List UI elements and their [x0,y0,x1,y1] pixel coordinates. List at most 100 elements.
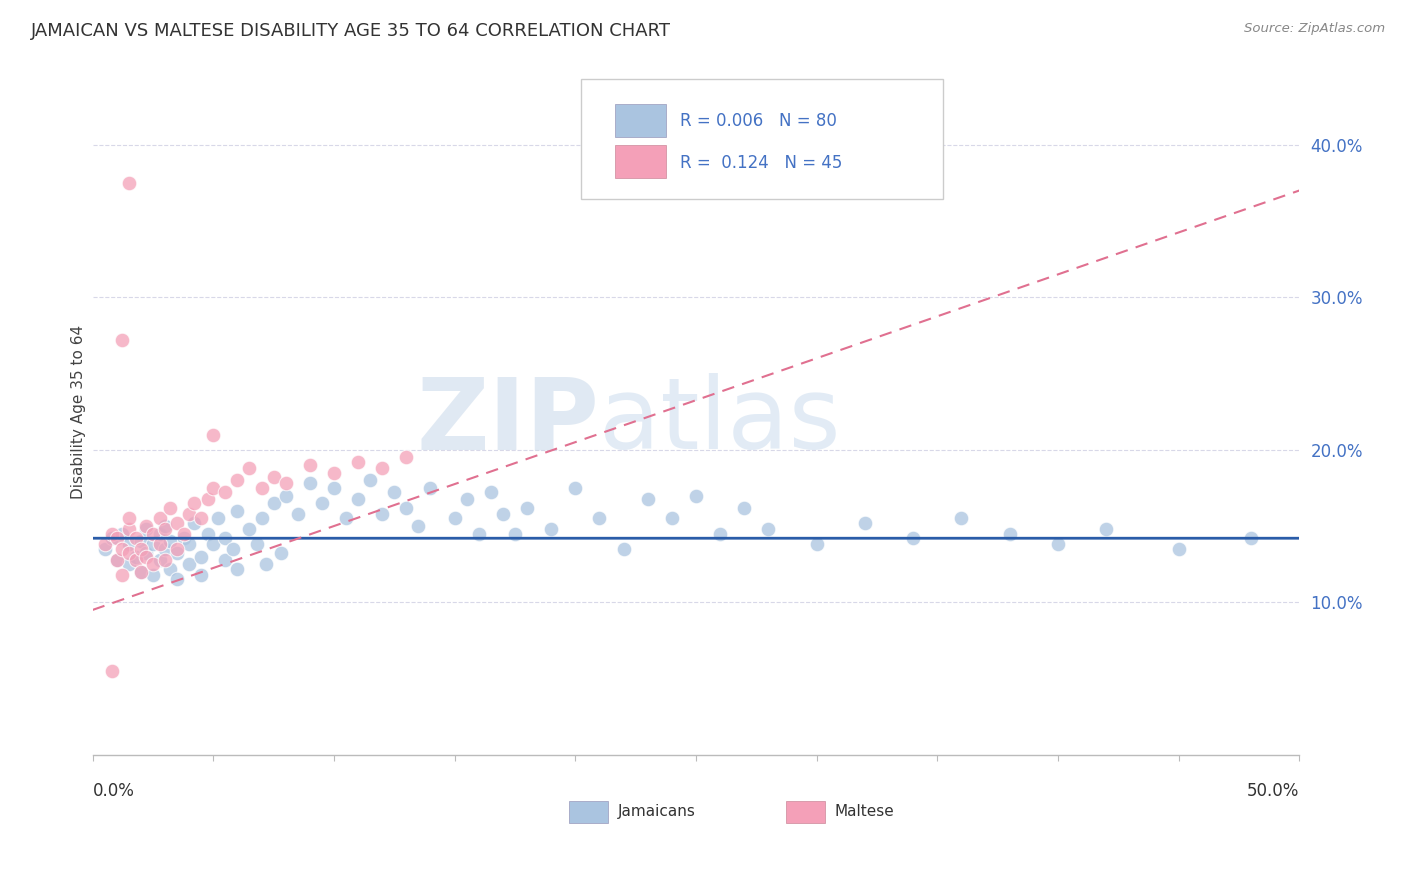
Point [274,476,297,491]
Point [709,526,731,541]
Point [183,496,205,510]
Point [685,489,707,503]
Point [661,511,683,525]
Point [298,458,321,472]
Point [238,461,260,475]
Point [105,552,128,566]
Point [101,526,124,541]
Point [153,552,176,566]
Point [371,507,394,521]
Point [479,485,502,500]
Text: 50.0%: 50.0% [1247,782,1299,800]
Point [468,526,491,541]
Text: Jamaicans: Jamaicans [617,805,696,819]
Point [263,470,285,484]
Point [153,519,176,533]
Point [323,481,346,495]
Point [347,455,370,469]
Point [202,427,225,442]
Point [118,537,141,551]
Point [612,541,634,556]
Text: JAMAICAN VS MALTESE DISABILITY AGE 35 TO 64 CORRELATION CHART: JAMAICAN VS MALTESE DISABILITY AGE 35 TO… [31,22,671,40]
Point [129,565,152,579]
Point [142,526,165,541]
Point [1046,537,1069,551]
Point [105,531,128,545]
Text: Maltese: Maltese [835,805,894,819]
Point [226,562,249,576]
Point [93,537,115,551]
Point [166,547,188,561]
Point [1095,522,1118,536]
Point [733,500,755,515]
Text: atlas: atlas [599,374,841,470]
Point [101,531,124,545]
Point [588,511,610,525]
Point [950,511,973,525]
Point [395,450,418,465]
Point [105,552,128,566]
Point [129,534,152,549]
Point [456,491,478,506]
Point [335,511,357,525]
Point [202,537,225,551]
Point [214,552,236,566]
Point [153,541,176,556]
Point [135,522,157,536]
Point [246,537,269,551]
Bar [569,802,607,823]
Point [166,516,188,530]
Point [118,511,141,525]
Point [142,537,165,551]
Point [179,507,201,521]
Point [179,537,201,551]
Point [263,496,285,510]
Point [118,176,141,190]
Point [118,522,141,536]
Point [274,489,297,503]
Point [323,466,346,480]
Point [125,552,148,566]
Point [371,461,394,475]
Point [207,511,229,525]
Point [287,507,309,521]
Point [250,511,273,525]
Text: 0.0%: 0.0% [93,782,135,800]
Point [142,567,165,582]
Point [110,567,132,582]
Point [190,567,212,582]
Point [166,541,188,556]
Text: R = 0.006   N = 80: R = 0.006 N = 80 [681,112,837,130]
Point [153,522,176,536]
Point [516,500,538,515]
Point [197,491,219,506]
Point [1240,531,1263,545]
Point [118,557,141,571]
Point [637,491,659,506]
Point [226,473,249,487]
Point [159,500,181,515]
Point [149,511,172,525]
Point [250,481,273,495]
Point [359,473,381,487]
Point [173,526,195,541]
Point [853,516,876,530]
Point [179,557,201,571]
Bar [614,145,666,178]
Point [129,565,152,579]
Point [202,481,225,495]
Point [142,557,165,571]
Text: R =  0.124   N = 45: R = 0.124 N = 45 [681,153,842,171]
Point [1167,541,1189,556]
Point [998,526,1021,541]
Point [756,522,779,536]
Point [190,549,212,564]
Point [382,485,405,500]
Point [110,541,132,556]
Point [118,547,141,561]
Point [408,519,430,533]
Point [135,519,157,533]
Point [110,526,132,541]
Point [149,526,172,541]
Bar [614,104,666,137]
